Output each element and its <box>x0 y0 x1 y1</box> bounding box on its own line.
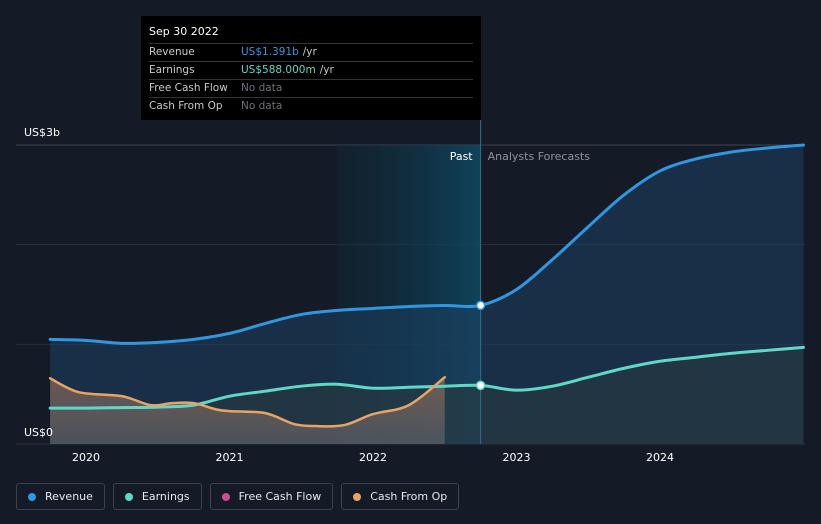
y-tick-label-top: US$3b <box>24 126 60 139</box>
legend-item-free-cash-flow[interactable]: Free Cash Flow <box>209 483 334 510</box>
x-tick-label: 2022 <box>359 451 387 464</box>
tooltip-label: Free Cash Flow <box>149 82 228 94</box>
legend-label: Free Cash Flow <box>238 490 322 503</box>
earnings-line <box>48 345 805 410</box>
tooltip-row-free-cash-flow: Free Cash Flow No data <box>149 80 473 98</box>
legend-item-cash-from-op[interactable]: Cash From Op <box>341 483 460 510</box>
legend-item-revenue[interactable]: Revenue <box>16 483 105 510</box>
tooltip-row-earnings: Earnings US$588.000m /yr <box>149 62 473 80</box>
legend-dot-icon <box>221 492 230 501</box>
tooltip-label: Cash From Op <box>149 100 223 112</box>
past-label: Past <box>450 150 474 163</box>
legend-label: Earnings <box>141 490 190 503</box>
tooltip-label: Earnings <box>149 64 195 76</box>
tooltip-value: No data <box>241 100 283 112</box>
cfo-line <box>48 375 446 428</box>
x-tick-label: 2024 <box>646 451 674 464</box>
tooltip-unit: /yr <box>319 64 334 76</box>
revenue-line <box>48 143 805 345</box>
legend-dot-icon <box>124 492 133 501</box>
x-tick-label: 2021 <box>216 451 244 464</box>
tooltip-date: Sep 30 2022 <box>149 23 473 44</box>
cfo-area <box>50 377 445 444</box>
tooltip-value: No data <box>241 82 283 94</box>
tooltip-value: US$588.000m <box>241 64 316 76</box>
tooltip-row-cash-from-op: Cash From Op No data <box>149 98 473 115</box>
legend-label: Revenue <box>45 490 93 503</box>
legend-dot-icon <box>353 492 362 501</box>
analysts-forecasts-label: Analysts Forecasts <box>488 150 591 163</box>
tooltip-value: US$1.391b <box>241 46 299 58</box>
x-tick-label: 2020 <box>72 451 100 464</box>
revenue-marker <box>475 300 486 311</box>
tooltip-unit: /yr <box>302 46 317 58</box>
legend-label: Cash From Op <box>370 490 448 503</box>
legend: Revenue Earnings Free Cash Flow Cash Fro… <box>16 483 460 510</box>
legend-dot-icon <box>28 492 36 501</box>
tooltip: Sep 30 2022 Revenue US$1.391b /yr Earnin… <box>141 16 481 120</box>
y-tick-label-bottom: US$0 <box>24 426 53 439</box>
x-tick-label: 2023 <box>503 451 531 464</box>
tooltip-row-revenue: Revenue US$1.391b /yr <box>149 44 473 62</box>
tooltip-label: Revenue <box>149 46 195 58</box>
legend-item-earnings[interactable]: Earnings <box>112 483 202 510</box>
earnings-marker <box>475 380 486 391</box>
